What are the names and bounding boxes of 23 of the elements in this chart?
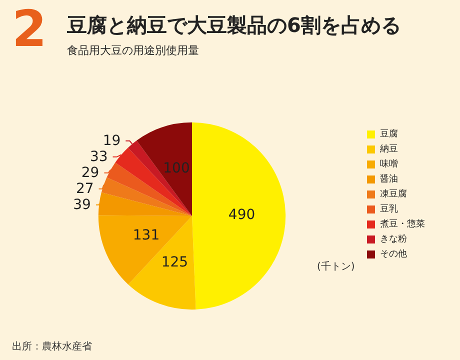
chart-title: 豆腐と納豆で大豆製品の6割を占める (66, 13, 401, 37)
legend-label: 醤油 (380, 174, 398, 184)
data-label: 19 (102, 132, 121, 149)
legend-label: 煮豆・惣菜 (380, 218, 425, 230)
chart-subtitle: 食品用大豆の用途別使用量 (67, 44, 199, 57)
legend-label: 味噌 (380, 158, 398, 170)
data-label: 490 (228, 206, 256, 223)
legend-label: 豆腐 (380, 128, 398, 140)
data-label: 100 (163, 160, 190, 177)
text: (千トン) (317, 260, 355, 272)
legend-label: きな粉 (380, 234, 407, 244)
text: 2 (12, 0, 47, 58)
text: 出所：農林水産省 (12, 340, 92, 352)
data-label: 33 (90, 148, 108, 165)
data-label: 39 (73, 196, 91, 213)
data-label: 27 (76, 180, 94, 197)
legend-label: その他 (380, 248, 407, 260)
data-label: 131 (132, 228, 160, 244)
data-label: 29 (81, 164, 100, 181)
legend-label: 豆乳 (380, 204, 398, 214)
legend-label: 凍豆腐 (380, 188, 407, 200)
legend-label: 納豆 (380, 144, 398, 154)
data-label: 125 (161, 254, 188, 271)
